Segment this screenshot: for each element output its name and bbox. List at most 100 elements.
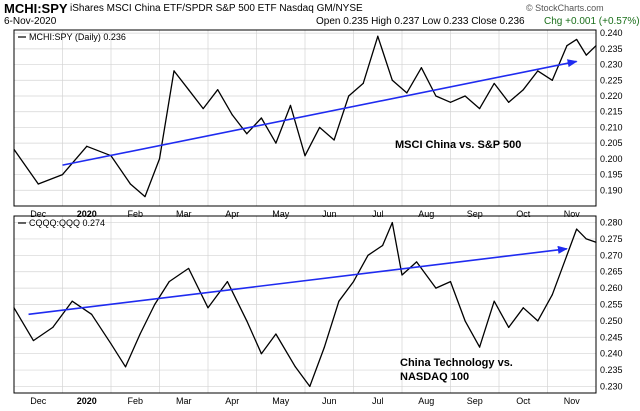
data-point [576, 38, 578, 41]
data-point [37, 183, 39, 185]
data-point [275, 142, 277, 144]
trend-arrow [28, 245, 568, 316]
data-point [435, 287, 437, 289]
close-label: Close [471, 16, 497, 27]
data-point [91, 313, 93, 315]
data-point [508, 101, 510, 103]
panel-title: CQQQ:QQQ 0.274 [29, 218, 105, 228]
low-value: 0.233 [443, 16, 469, 27]
panel-frame [13, 29, 597, 207]
data-point [382, 244, 384, 247]
data-point [576, 228, 578, 230]
x-tick-label: Nov [564, 396, 581, 406]
panel-top: 0.190 0.195 0.200 0.205 0.210 0.215 0.220 0.225… [13, 28, 623, 219]
data-point [391, 221, 393, 224]
y-tick-label: 0.220 [600, 91, 623, 101]
y-tick-label: 0.215 [600, 107, 623, 117]
open-value: 0.235 [343, 16, 369, 27]
data-point [202, 107, 204, 110]
annotation-text: NASDAQ 100 [400, 371, 469, 383]
x-tick-label: Jul [372, 209, 384, 219]
change-label: Chg [544, 16, 563, 27]
data-point [304, 155, 306, 157]
data-point [551, 79, 553, 81]
x-tick-label: Sep [467, 209, 483, 219]
data-point [309, 385, 311, 388]
data-point [124, 366, 127, 368]
x-tick-label: Dec [30, 396, 47, 406]
y-tick-label: 0.265 [600, 267, 623, 277]
x-tick-label: May [272, 209, 290, 219]
data-point [464, 95, 466, 97]
data-point [566, 45, 568, 47]
data-point [129, 183, 131, 185]
y-tick-label: 0.210 [600, 122, 623, 132]
x-tick-label: Jun [322, 396, 337, 406]
data-point [406, 92, 408, 94]
data-point [338, 300, 340, 302]
y-tick-label: 0.250 [600, 316, 623, 326]
x-tick-label: Feb [127, 209, 143, 219]
annotation-text: MSCI China vs. S&P 500 [395, 139, 521, 151]
x-tick-label: Oct [516, 396, 531, 406]
data-point [537, 320, 539, 322]
data-point [139, 333, 141, 335]
data-point [188, 89, 190, 91]
data-point [168, 280, 170, 283]
x-tick-label: Dec [30, 209, 47, 219]
data-point [537, 70, 539, 72]
data-point [13, 307, 15, 309]
y-tick-label: 0.275 [600, 234, 623, 244]
y-tick-label: 0.230 [600, 381, 623, 391]
x-tick-label: Oct [516, 209, 531, 219]
x-tick-label: Nov [564, 209, 581, 219]
x-tick-label: May [272, 396, 290, 406]
low-label: Low [422, 16, 441, 27]
data-point [493, 300, 495, 302]
x-tick-label: Mar [176, 209, 192, 219]
data-point [275, 333, 277, 335]
y-tick-label: 0.230 [600, 60, 623, 70]
data-point [362, 82, 364, 85]
data-point [415, 261, 418, 263]
data-point [207, 307, 209, 309]
close-value: 0.236 [499, 16, 525, 27]
brand-label: © StockCharts.com [526, 3, 604, 13]
chart-date: 6-Nov-2020 [4, 16, 57, 27]
data-point [32, 339, 35, 342]
data-point [323, 346, 325, 348]
data-point [391, 79, 393, 81]
y-tick-label: 0.235 [600, 365, 623, 375]
y-tick-label: 0.280 [600, 218, 623, 228]
data-point [595, 241, 597, 243]
data-point [585, 54, 587, 56]
x-tick-label: Aug [418, 396, 434, 406]
y-tick-label: 0.240 [600, 349, 623, 359]
y-tick-label: 0.240 [600, 28, 623, 38]
data-point [449, 101, 452, 103]
data-point [231, 114, 233, 116]
x-tick-label: 2020 [77, 396, 97, 406]
panel-bottom: 0.230 0.235 0.240 0.245 0.250 0.255 0.260 0.265… [13, 215, 623, 406]
data-point [289, 104, 292, 107]
data-point [246, 133, 248, 135]
data-point [13, 148, 15, 151]
data-point [158, 158, 161, 160]
data-point [493, 82, 495, 85]
data-point [367, 254, 369, 256]
x-tick-label: Mar [176, 396, 192, 406]
trend-arrow [62, 59, 578, 166]
y-tick-label: 0.235 [600, 44, 623, 54]
panel-title: MCHI:SPY (Daily) 0.236 [29, 32, 126, 42]
data-point [154, 303, 156, 306]
data-point [86, 145, 88, 147]
data-point [377, 35, 379, 37]
symbol-description: iShares MSCI China ETF/SPDR S&P 500 ETF … [70, 3, 363, 14]
y-tick-label: 0.195 [600, 170, 623, 180]
x-tick-label: Feb [127, 396, 143, 406]
data-point [479, 107, 481, 110]
data-point [464, 320, 466, 322]
y-tick-label: 0.270 [600, 250, 623, 260]
data-point [246, 320, 248, 322]
